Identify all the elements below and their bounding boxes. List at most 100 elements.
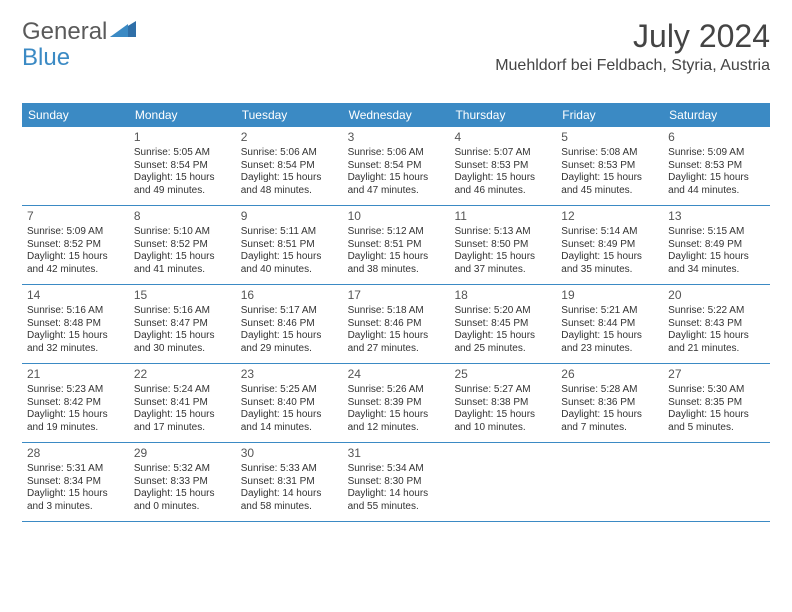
day-detail-line: Daylight: 15 hours	[241, 251, 338, 264]
day-number: 7	[27, 209, 124, 224]
day-detail-line: Sunrise: 5:22 AM	[668, 305, 765, 318]
day-cell: 13Sunrise: 5:15 AMSunset: 8:49 PMDayligh…	[663, 206, 770, 284]
day-number: 12	[561, 209, 658, 224]
day-detail-line: and 48 minutes.	[241, 185, 338, 198]
day-cell	[663, 443, 770, 521]
day-detail-line: Sunset: 8:52 PM	[27, 239, 124, 252]
day-detail-line: Sunset: 8:40 PM	[241, 397, 338, 410]
logo-triangle-icon	[110, 17, 136, 42]
day-cell: 19Sunrise: 5:21 AMSunset: 8:44 PMDayligh…	[556, 285, 663, 363]
day-detail-line: and 38 minutes.	[348, 264, 445, 277]
day-number: 19	[561, 288, 658, 303]
day-detail-line: and 37 minutes.	[454, 264, 551, 277]
day-cell: 28Sunrise: 5:31 AMSunset: 8:34 PMDayligh…	[22, 443, 129, 521]
day-detail-line: Sunrise: 5:06 AM	[348, 147, 445, 160]
day-cell: 2Sunrise: 5:06 AMSunset: 8:54 PMDaylight…	[236, 127, 343, 205]
day-detail-line: Sunrise: 5:15 AM	[668, 226, 765, 239]
day-detail-line: and 40 minutes.	[241, 264, 338, 277]
day-cell: 10Sunrise: 5:12 AMSunset: 8:51 PMDayligh…	[343, 206, 450, 284]
day-detail-line: and 42 minutes.	[27, 264, 124, 277]
day-cell: 16Sunrise: 5:17 AMSunset: 8:46 PMDayligh…	[236, 285, 343, 363]
day-detail-line: Sunrise: 5:07 AM	[454, 147, 551, 160]
day-detail-line: Sunset: 8:49 PM	[561, 239, 658, 252]
day-detail-line: Sunset: 8:49 PM	[668, 239, 765, 252]
day-number: 29	[134, 446, 231, 461]
week-row: 14Sunrise: 5:16 AMSunset: 8:48 PMDayligh…	[22, 285, 770, 364]
day-detail-line: Daylight: 15 hours	[241, 330, 338, 343]
day-detail-line: and 49 minutes.	[134, 185, 231, 198]
day-number: 5	[561, 130, 658, 145]
day-detail-line: Daylight: 15 hours	[27, 488, 124, 501]
day-detail-line: and 21 minutes.	[668, 343, 765, 356]
day-detail-line: Sunset: 8:41 PM	[134, 397, 231, 410]
day-detail-line: Sunrise: 5:25 AM	[241, 384, 338, 397]
weekday-header: Tuesday	[236, 103, 343, 127]
day-detail-line: and 12 minutes.	[348, 422, 445, 435]
day-detail-line: Daylight: 15 hours	[668, 330, 765, 343]
day-number: 30	[241, 446, 338, 461]
day-detail-line: Sunset: 8:44 PM	[561, 318, 658, 331]
day-detail-line: Sunrise: 5:30 AM	[668, 384, 765, 397]
day-detail-line: Sunset: 8:53 PM	[454, 160, 551, 173]
day-detail-line: Daylight: 15 hours	[134, 251, 231, 264]
day-detail-line: Sunset: 8:53 PM	[561, 160, 658, 173]
day-detail-line: Sunset: 8:42 PM	[27, 397, 124, 410]
day-cell: 30Sunrise: 5:33 AMSunset: 8:31 PMDayligh…	[236, 443, 343, 521]
day-detail-line: Sunset: 8:36 PM	[561, 397, 658, 410]
day-detail-line: Sunrise: 5:12 AM	[348, 226, 445, 239]
day-detail-line: Daylight: 15 hours	[348, 251, 445, 264]
day-number: 20	[668, 288, 765, 303]
day-detail-line: Daylight: 15 hours	[668, 409, 765, 422]
day-number: 26	[561, 367, 658, 382]
day-detail-line: and 30 minutes.	[134, 343, 231, 356]
day-detail-line: Daylight: 15 hours	[668, 251, 765, 264]
day-detail-line: Sunset: 8:50 PM	[454, 239, 551, 252]
day-number: 21	[27, 367, 124, 382]
day-number: 16	[241, 288, 338, 303]
day-detail-line: Daylight: 15 hours	[134, 172, 231, 185]
day-detail-line: Sunset: 8:51 PM	[348, 239, 445, 252]
day-detail-line: Sunrise: 5:05 AM	[134, 147, 231, 160]
day-detail-line: Sunset: 8:51 PM	[241, 239, 338, 252]
day-detail-line: and 55 minutes.	[348, 501, 445, 514]
weekday-header: Monday	[129, 103, 236, 127]
day-cell: 29Sunrise: 5:32 AMSunset: 8:33 PMDayligh…	[129, 443, 236, 521]
day-detail-line: Sunset: 8:43 PM	[668, 318, 765, 331]
day-cell: 7Sunrise: 5:09 AMSunset: 8:52 PMDaylight…	[22, 206, 129, 284]
day-cell: 4Sunrise: 5:07 AMSunset: 8:53 PMDaylight…	[449, 127, 556, 205]
day-cell: 15Sunrise: 5:16 AMSunset: 8:47 PMDayligh…	[129, 285, 236, 363]
day-detail-line: Sunset: 8:53 PM	[668, 160, 765, 173]
day-detail-line: Sunrise: 5:24 AM	[134, 384, 231, 397]
day-number: 28	[27, 446, 124, 461]
day-detail-line: Daylight: 15 hours	[561, 172, 658, 185]
day-detail-line: Sunrise: 5:13 AM	[454, 226, 551, 239]
week-row: 7Sunrise: 5:09 AMSunset: 8:52 PMDaylight…	[22, 206, 770, 285]
day-cell: 18Sunrise: 5:20 AMSunset: 8:45 PMDayligh…	[449, 285, 556, 363]
weekday-header: Saturday	[663, 103, 770, 127]
day-number: 25	[454, 367, 551, 382]
day-detail-line: and 7 minutes.	[561, 422, 658, 435]
day-detail-line: and 58 minutes.	[241, 501, 338, 514]
day-detail-line: and 19 minutes.	[27, 422, 124, 435]
day-detail-line: Sunrise: 5:16 AM	[134, 305, 231, 318]
day-cell	[449, 443, 556, 521]
day-cell: 14Sunrise: 5:16 AMSunset: 8:48 PMDayligh…	[22, 285, 129, 363]
day-detail-line: Daylight: 15 hours	[348, 172, 445, 185]
day-detail-line: and 10 minutes.	[454, 422, 551, 435]
day-detail-line: and 17 minutes.	[134, 422, 231, 435]
day-number: 18	[454, 288, 551, 303]
day-detail-line: and 35 minutes.	[561, 264, 658, 277]
day-detail-line: Sunrise: 5:33 AM	[241, 463, 338, 476]
day-detail-line: Daylight: 15 hours	[348, 409, 445, 422]
day-detail-line: Sunset: 8:47 PM	[134, 318, 231, 331]
title-area: July 2024 Muehldorf bei Feldbach, Styria…	[495, 18, 770, 75]
day-detail-line: Sunrise: 5:09 AM	[668, 147, 765, 160]
day-detail-line: and 14 minutes.	[241, 422, 338, 435]
day-detail-line: and 5 minutes.	[668, 422, 765, 435]
day-detail-line: and 45 minutes.	[561, 185, 658, 198]
day-detail-line: Sunset: 8:30 PM	[348, 476, 445, 489]
day-cell: 23Sunrise: 5:25 AMSunset: 8:40 PMDayligh…	[236, 364, 343, 442]
day-cell: 25Sunrise: 5:27 AMSunset: 8:38 PMDayligh…	[449, 364, 556, 442]
day-detail-line: Daylight: 15 hours	[241, 172, 338, 185]
day-number: 14	[27, 288, 124, 303]
